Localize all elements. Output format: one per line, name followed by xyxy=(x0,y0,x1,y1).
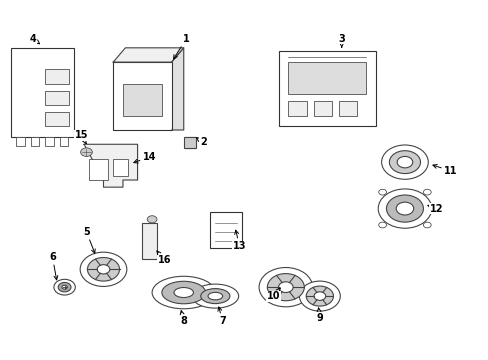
Bar xyxy=(89,158,108,180)
Text: 11: 11 xyxy=(432,165,457,176)
Text: 9: 9 xyxy=(316,308,323,323)
Bar xyxy=(287,62,366,94)
Text: 15: 15 xyxy=(75,130,88,144)
Circle shape xyxy=(381,145,427,179)
Circle shape xyxy=(54,279,75,295)
Circle shape xyxy=(388,151,420,174)
Bar xyxy=(60,137,68,146)
Text: 7: 7 xyxy=(218,307,225,326)
Bar xyxy=(287,102,306,116)
Text: 1: 1 xyxy=(173,34,189,59)
Ellipse shape xyxy=(201,289,229,303)
Text: 14: 14 xyxy=(134,152,156,163)
Circle shape xyxy=(58,283,71,292)
Bar xyxy=(11,48,74,137)
Circle shape xyxy=(377,189,431,228)
Bar xyxy=(183,137,196,148)
Text: 16: 16 xyxy=(157,251,171,265)
Circle shape xyxy=(299,281,340,311)
Circle shape xyxy=(259,267,312,307)
Bar xyxy=(45,112,69,126)
Bar xyxy=(45,137,54,146)
Circle shape xyxy=(267,274,304,301)
Circle shape xyxy=(395,202,413,215)
Text: 5: 5 xyxy=(83,227,95,253)
Circle shape xyxy=(305,286,333,306)
Circle shape xyxy=(423,189,430,195)
Bar xyxy=(113,158,127,176)
Circle shape xyxy=(396,157,412,168)
Polygon shape xyxy=(113,48,183,62)
Circle shape xyxy=(378,222,386,228)
Text: 3: 3 xyxy=(338,34,345,47)
Text: 4: 4 xyxy=(30,34,40,44)
Circle shape xyxy=(97,265,110,274)
Circle shape xyxy=(62,285,67,289)
Circle shape xyxy=(80,252,126,287)
Text: 12: 12 xyxy=(427,203,443,213)
Text: 8: 8 xyxy=(180,311,187,326)
Bar xyxy=(313,102,331,116)
Bar xyxy=(30,137,39,146)
Bar xyxy=(338,102,357,116)
Text: 6: 6 xyxy=(49,252,58,280)
Bar xyxy=(122,84,162,116)
Circle shape xyxy=(147,216,157,223)
Text: 10: 10 xyxy=(266,288,280,301)
Bar xyxy=(45,91,69,105)
Circle shape xyxy=(278,282,292,293)
Circle shape xyxy=(423,222,430,228)
Circle shape xyxy=(81,148,92,157)
Ellipse shape xyxy=(162,281,205,304)
Bar xyxy=(45,69,69,84)
Polygon shape xyxy=(84,144,137,187)
Bar xyxy=(210,212,242,248)
Circle shape xyxy=(313,292,325,300)
Ellipse shape xyxy=(174,288,193,297)
Text: 2: 2 xyxy=(196,138,206,148)
Circle shape xyxy=(378,189,386,195)
Polygon shape xyxy=(171,48,183,130)
Bar xyxy=(113,62,171,130)
Text: 13: 13 xyxy=(232,230,246,251)
Bar xyxy=(16,137,25,146)
Bar xyxy=(142,223,157,258)
Circle shape xyxy=(386,195,423,222)
Ellipse shape xyxy=(207,292,222,300)
Circle shape xyxy=(87,257,119,281)
Ellipse shape xyxy=(192,284,238,308)
Ellipse shape xyxy=(152,276,215,309)
Bar xyxy=(278,51,375,126)
